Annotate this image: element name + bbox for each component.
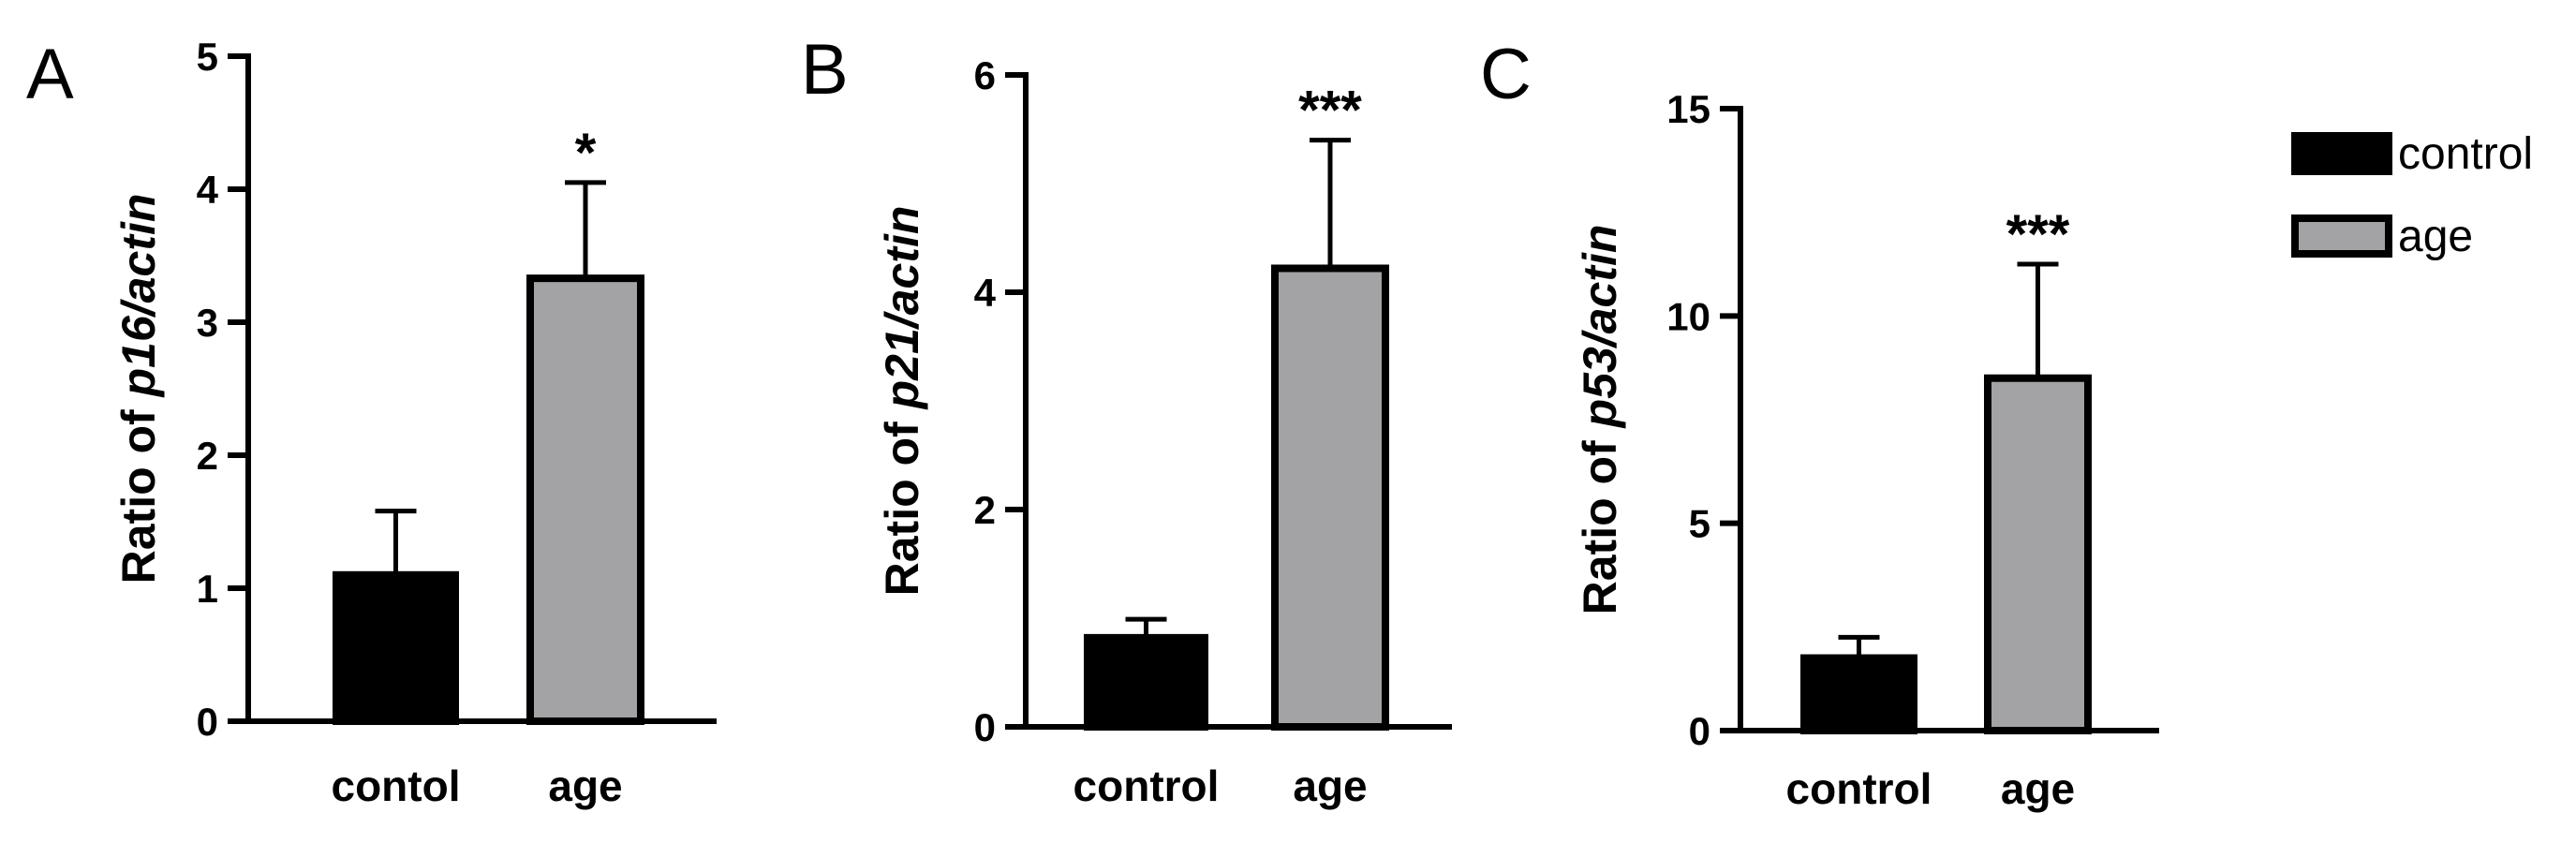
- y-tick-label-A: 2: [197, 434, 218, 478]
- category-label-A-0: contol: [332, 762, 461, 810]
- y-tick-label-B: 0: [974, 705, 996, 749]
- panel-letter-C: C: [1480, 35, 1532, 114]
- category-label-C-0: control: [1786, 764, 1932, 813]
- panel-C: C 0 5 10 15 control age *** Ratio of p53/actin: [1480, 35, 2159, 813]
- significance-label-B: ***: [1298, 81, 1362, 141]
- category-label-C-1: age: [2001, 764, 2075, 813]
- category-label-B-1: age: [1293, 762, 1367, 810]
- y-tick-label-B: 2: [974, 488, 996, 532]
- y-axis-title-prefix: Ratio of: [112, 396, 165, 584]
- legend-label-age: age: [2398, 212, 2473, 261]
- category-label-B-0: control: [1073, 762, 1220, 810]
- y-tick-label-A: 1: [197, 567, 218, 611]
- y-axis-title-gene: p16: [112, 315, 165, 398]
- y-axis-title-gene: p21: [876, 328, 928, 410]
- y-tick-label-A: 4: [197, 168, 219, 212]
- significance-label-C: ***: [2006, 204, 2070, 265]
- y-axis-title-B: Ratio of p21/actin: [876, 206, 928, 597]
- y-axis-title-suffix: /actin: [1574, 225, 1626, 349]
- y-tick-label-C: 5: [1689, 502, 1710, 546]
- y-tick-label-C: 10: [1666, 294, 1710, 338]
- y-axis-title-suffix: /actin: [876, 206, 928, 331]
- bar-B-age: [1271, 264, 1389, 731]
- category-label-A-1: age: [548, 762, 622, 810]
- bar-B-control: [1084, 633, 1208, 732]
- bar-A-contol: [333, 570, 459, 725]
- y-tick-label-A: 3: [197, 301, 218, 345]
- y-axis-title-suffix: /actin: [112, 194, 165, 318]
- legend: control age: [2291, 129, 2533, 261]
- significance-label-A: *: [575, 123, 597, 184]
- y-tick-label-B: 6: [974, 53, 996, 97]
- bar-A-age: [526, 274, 644, 725]
- y-axis-title-A: Ratio of p16/actin: [112, 194, 165, 584]
- legend-label-control: control: [2398, 129, 2533, 179]
- y-tick-label-A: 0: [197, 700, 218, 744]
- bar-C-control: [1800, 654, 1917, 734]
- bar-C-age: [1984, 374, 2092, 734]
- panel-B: B 0 2 4 6 control age *** Ratio of p21/actin: [801, 30, 1452, 810]
- y-tick-label-B: 4: [974, 271, 997, 315]
- y-axis-title-prefix: Ratio of: [1574, 427, 1626, 614]
- y-axis-title-prefix: Ratio of: [876, 408, 928, 596]
- y-tick-label-C: 0: [1689, 709, 1710, 753]
- panel-letter-A: A: [26, 35, 74, 114]
- y-tick-label-C: 15: [1666, 87, 1710, 131]
- y-axis-title-gene: p53: [1574, 347, 1626, 429]
- y-tick-label-A: 5: [197, 35, 218, 79]
- panel-letter-B: B: [801, 30, 849, 110]
- y-axis-title-C: Ratio of p53/actin: [1574, 225, 1626, 615]
- legend-swatch-age: [2291, 214, 2392, 258]
- panel-A: A 0 1 2 3 4 5 contol age * Ratio of p16/actin: [26, 35, 717, 810]
- legend-swatch-control: [2291, 132, 2392, 175]
